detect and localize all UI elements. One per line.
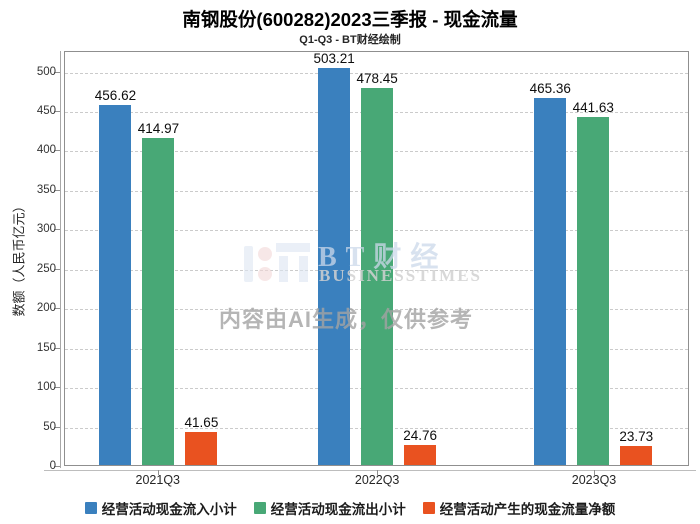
y-tick-label: 400 bbox=[36, 144, 56, 157]
bar-wrap: 23.73 bbox=[619, 429, 653, 465]
y-axis-spine bbox=[60, 51, 61, 468]
bar-wrap: 503.21 bbox=[313, 51, 355, 465]
bar-group: 456.62 414.97 41.65 bbox=[95, 88, 218, 465]
bar-value-label: 456.62 bbox=[94, 87, 137, 103]
gridline bbox=[65, 72, 688, 74]
legend-swatch bbox=[84, 502, 97, 514]
x-tick-label: 2023Q3 bbox=[571, 473, 617, 487]
y-tick-mark bbox=[54, 150, 60, 152]
y-tick-mark bbox=[54, 71, 60, 73]
bar-value-label: 414.97 bbox=[137, 120, 180, 136]
bar bbox=[404, 445, 437, 465]
y-tick-label: 350 bbox=[36, 183, 56, 196]
bar-value-label: 41.65 bbox=[184, 415, 219, 431]
legend-label: 经营活动现金流出小计 bbox=[270, 502, 406, 517]
legend-item: 经营活动现金流出小计 bbox=[253, 498, 406, 518]
x-tick-label: 2021Q3 bbox=[135, 473, 180, 487]
y-tick-label: 50 bbox=[43, 420, 56, 433]
chart-title: 南钢股份(600282)2023三季报 - 现金流量 bbox=[182, 9, 518, 30]
bar-value-label: 24.76 bbox=[403, 428, 438, 444]
x-tick-label: 2022Q3 bbox=[354, 473, 400, 487]
y-tick-mark bbox=[54, 387, 60, 389]
bar bbox=[361, 87, 394, 465]
y-tick-mark bbox=[54, 268, 60, 270]
legend-label: 经营活动现金流入小计 bbox=[101, 502, 237, 517]
bar bbox=[577, 116, 610, 465]
y-tick-label: 100 bbox=[36, 381, 56, 394]
bar-value-label: 465.36 bbox=[529, 80, 571, 96]
y-tick-mark bbox=[54, 110, 60, 112]
bar bbox=[185, 432, 218, 465]
bar-wrap: 478.45 bbox=[356, 71, 398, 465]
y-tick-mark bbox=[54, 308, 60, 310]
bar bbox=[534, 97, 567, 465]
bar bbox=[142, 137, 175, 465]
x-axis-spine bbox=[44, 470, 696, 471]
y-tick-label: 450 bbox=[36, 104, 56, 117]
bar-wrap: 441.63 bbox=[573, 100, 614, 465]
y-tick-label: 500 bbox=[36, 65, 56, 78]
y-tick-mark bbox=[54, 466, 60, 467]
plot-area: 456.62 414.97 41.65 503.21 478.45 24.76 465.36… bbox=[64, 51, 689, 466]
bar bbox=[99, 104, 132, 465]
bar-value-label: 503.21 bbox=[313, 50, 355, 66]
y-axis-label: 数额（人民币亿元） bbox=[11, 199, 27, 317]
x-tick-mark bbox=[377, 470, 379, 475]
y-tick-label: 300 bbox=[36, 223, 56, 236]
bar bbox=[318, 67, 351, 465]
bar-wrap: 414.97 bbox=[138, 121, 179, 465]
bar-value-label: 478.45 bbox=[356, 70, 398, 86]
bar-wrap: 24.76 bbox=[403, 428, 437, 465]
legend-swatch bbox=[253, 502, 266, 514]
y-tick-mark bbox=[54, 229, 60, 231]
chart-legend: 经营活动现金流入小计 经营活动现金流出小计 经营活动产生的现金流量净额 bbox=[0, 498, 700, 518]
y-tick-label: 0 bbox=[49, 460, 56, 472]
bar-group: 503.21 478.45 24.76 bbox=[313, 51, 437, 465]
x-tick-mark bbox=[594, 470, 595, 475]
bar-value-label: 441.63 bbox=[572, 99, 614, 115]
y-tick-mark bbox=[54, 347, 60, 349]
bar-wrap: 456.62 bbox=[95, 88, 136, 465]
chart-subtitle: Q1-Q3 - BT财经绘制 bbox=[299, 34, 401, 46]
legend-label: 经营活动产生的现金流量净额 bbox=[439, 502, 616, 517]
bar bbox=[620, 446, 653, 465]
y-tick-mark bbox=[54, 189, 60, 191]
bar-wrap: 41.65 bbox=[185, 415, 218, 465]
bar-value-label: 23.73 bbox=[619, 429, 654, 445]
bar-groups: 456.62 414.97 41.65 503.21 478.45 24.76 465.36… bbox=[65, 51, 688, 465]
y-tick-mark bbox=[54, 426, 60, 428]
legend-item: 经营活动产生的现金流量净额 bbox=[422, 498, 616, 518]
y-tick-label: 250 bbox=[36, 262, 56, 275]
bar-wrap: 465.36 bbox=[530, 81, 571, 465]
y-tick-label: 150 bbox=[36, 341, 56, 354]
y-tick-label: 200 bbox=[36, 302, 56, 315]
legend-swatch bbox=[422, 502, 435, 514]
bar-group: 465.36 441.63 23.73 bbox=[530, 81, 653, 465]
legend-item: 经营活动现金流入小计 bbox=[84, 498, 237, 518]
x-tick-mark bbox=[157, 470, 159, 475]
